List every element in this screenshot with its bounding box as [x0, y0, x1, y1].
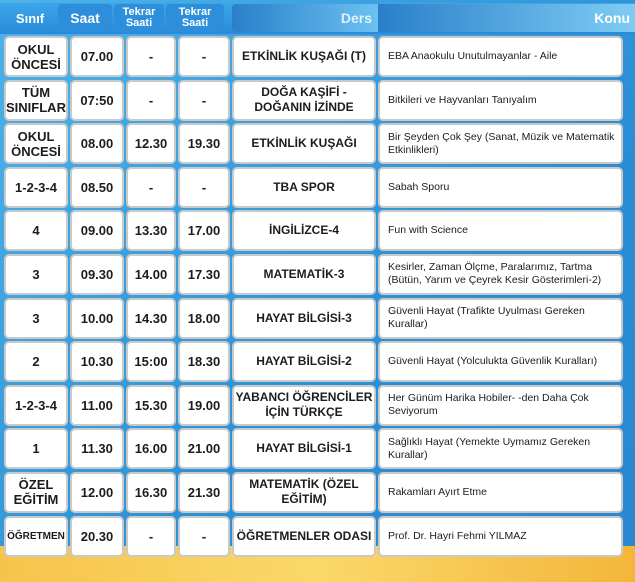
table-row: TÜM SINIFLAR 07:50 - - DOĞA KAŞİFİ - DOĞ…: [4, 79, 631, 121]
table-row: OKUL ÖNCESİ 07.00 - - ETKİNLİK KUŞAĞI (T…: [4, 36, 631, 77]
cell-saat: 10.30: [70, 341, 124, 383]
cell-konu: Her Günüm Harika Hobiler- -den Daha Çok …: [378, 384, 623, 426]
cell-tekrar-2: -: [178, 515, 230, 557]
cell-tekrar-1: 16.30: [126, 471, 176, 513]
cell-ders: DOĞA KAŞİFİ - DOĞANIN İZİNDE: [232, 79, 376, 121]
cell-ders: HAYAT BİLGİSİ-2: [232, 341, 376, 383]
cell-tekrar-1: 15.30: [126, 384, 176, 426]
cell-tekrar-2: 19.00: [178, 384, 230, 426]
cell-konu: Güvenli Hayat (Yolculukta Güvenlik Kural…: [378, 341, 623, 383]
cell-tekrar-1: 16.00: [126, 428, 176, 470]
cell-konu: Kesirler, Zaman Ölçme, Paralarımız, Tart…: [378, 253, 623, 295]
cell-konu: Güvenli Hayat (Trafikte Uyulması Gereken…: [378, 297, 623, 339]
cell-saat: 08.50: [70, 166, 124, 208]
table-row: 3 10.00 14.30 18.00 HAYAT BİLGİSİ-3 Güve…: [4, 297, 631, 339]
cell-tekrar-1: 13.30: [126, 210, 176, 252]
cell-saat: 07:50: [70, 79, 124, 121]
table-row: 1-2-3-4 11.00 15.30 19.00 YABANCI ÖĞRENC…: [4, 384, 631, 426]
cell-saat: 09.30: [70, 253, 124, 295]
cell-saat: 11.30: [70, 428, 124, 470]
cell-tekrar-2: 17.30: [178, 253, 230, 295]
table-row: ÖĞRETMEN 20.30 - - ÖĞRETMENLER ODASI Pro…: [4, 515, 631, 557]
schedule-table: OKUL ÖNCESİ 07.00 - - ETKİNLİK KUŞAĞI (T…: [4, 36, 631, 559]
cell-ders: ÖĞRETMENLER ODASI: [232, 515, 376, 557]
table-row: OKUL ÖNCESİ 08.00 12.30 19.30 ETKİNLİK K…: [4, 123, 631, 165]
cell-sinif: 3: [4, 297, 68, 339]
cell-tekrar-2: -: [178, 36, 230, 77]
cell-saat: 07.00: [70, 36, 124, 77]
cell-tekrar-2: 17.00: [178, 210, 230, 252]
cell-konu: Prof. Dr. Hayri Fehmi YILMAZ: [378, 515, 623, 557]
cell-sinif: 2: [4, 341, 68, 383]
cell-tekrar-1: 15:00: [126, 341, 176, 383]
cell-sinif: OKUL ÖNCESİ: [4, 123, 68, 165]
cell-sinif: 3: [4, 253, 68, 295]
cell-tekrar-2: 18.30: [178, 341, 230, 383]
table-row: 3 09.30 14.00 17.30 MATEMATİK-3 Kesirler…: [4, 253, 631, 295]
cell-sinif: ÖZEL EĞİTİM: [4, 471, 68, 513]
header-sinif: Sınıf: [15, 10, 45, 26]
cell-konu: Bitkileri ve Hayvanları Tanıyalım: [378, 79, 623, 121]
cell-tekrar-1: -: [126, 36, 176, 77]
cell-ders: MATEMATİK (ÖZEL EĞİTİM): [232, 471, 376, 513]
table-row: 2 10.30 15:00 18.30 HAYAT BİLGİSİ-2 Güve…: [4, 341, 631, 383]
cell-sinif: TÜM SINIFLAR: [4, 79, 68, 121]
cell-tekrar-2: 19.30: [178, 123, 230, 165]
cell-konu: Sabah Sporu: [378, 166, 623, 208]
cell-ders: HAYAT BİLGİSİ-3: [232, 297, 376, 339]
cell-sinif: 1-2-3-4: [4, 384, 68, 426]
cell-ders: ETKİNLİK KUŞAĞI: [232, 123, 376, 165]
cell-konu: Rakamları Ayırt Etme: [378, 471, 623, 513]
cell-tekrar-1: 14.00: [126, 253, 176, 295]
cell-sinif: OKUL ÖNCESİ: [4, 36, 68, 77]
table-row: 1 11.30 16.00 21.00 HAYAT BİLGİSİ-1 Sağl…: [4, 428, 631, 470]
table-row: 4 09.00 13.30 17.00 İNGİLİZCE-4 Fun with…: [4, 210, 631, 252]
cell-saat: 10.00: [70, 297, 124, 339]
cell-saat: 08.00: [70, 123, 124, 165]
cell-konu: Bir Şeyden Çok Şey (Sanat, Müzik ve Mate…: [378, 123, 623, 165]
cell-sinif: 1: [4, 428, 68, 470]
cell-saat: 20.30: [70, 515, 124, 557]
cell-sinif: 1-2-3-4: [4, 166, 68, 208]
cell-ders: İNGİLİZCE-4: [232, 210, 376, 252]
cell-sinif: 4: [4, 210, 68, 252]
header-konu: Konu: [378, 4, 635, 32]
cell-tekrar-1: -: [126, 515, 176, 557]
cell-ders: TBA SPOR: [232, 166, 376, 208]
cell-sinif: ÖĞRETMEN: [4, 515, 68, 557]
cell-saat: 12.00: [70, 471, 124, 513]
cell-ders: ETKİNLİK KUŞAĞI (T): [232, 36, 376, 77]
cell-tekrar-1: 14.30: [126, 297, 176, 339]
cell-tekrar-2: -: [178, 166, 230, 208]
header-saat: Saat: [58, 4, 112, 32]
cell-tekrar-2: -: [178, 79, 230, 121]
cell-ders: MATEMATİK-3: [232, 253, 376, 295]
cell-tekrar-2: 18.00: [178, 297, 230, 339]
cell-ders: HAYAT BİLGİSİ-1: [232, 428, 376, 470]
header-tekrar-saati-2: Tekrar Saati: [166, 4, 224, 32]
header-ders: Ders: [232, 4, 378, 32]
table-row: 1-2-3-4 08.50 - - TBA SPOR Sabah Sporu: [4, 166, 631, 208]
cell-konu: Sağlıklı Hayat (Yemekte Uymamız Gereken …: [378, 428, 623, 470]
cell-tekrar-1: 12.30: [126, 123, 176, 165]
table-row: ÖZEL EĞİTİM 12.00 16.30 21.30 MATEMATİK …: [4, 471, 631, 513]
cell-tekrar-2: 21.30: [178, 471, 230, 513]
cell-tekrar-2: 21.00: [178, 428, 230, 470]
cell-tekrar-1: -: [126, 166, 176, 208]
cell-ders: YABANCI ÖĞRENCİLER İÇİN TÜRKÇE: [232, 384, 376, 426]
cell-konu: Fun with Science: [378, 210, 623, 252]
header-tekrar-saati-1: Tekrar Saati: [114, 4, 164, 32]
cell-saat: 09.00: [70, 210, 124, 252]
cell-tekrar-1: -: [126, 79, 176, 121]
cell-konu: EBA Anaokulu Unutulmayanlar - Aile: [378, 36, 623, 77]
cell-saat: 11.00: [70, 384, 124, 426]
